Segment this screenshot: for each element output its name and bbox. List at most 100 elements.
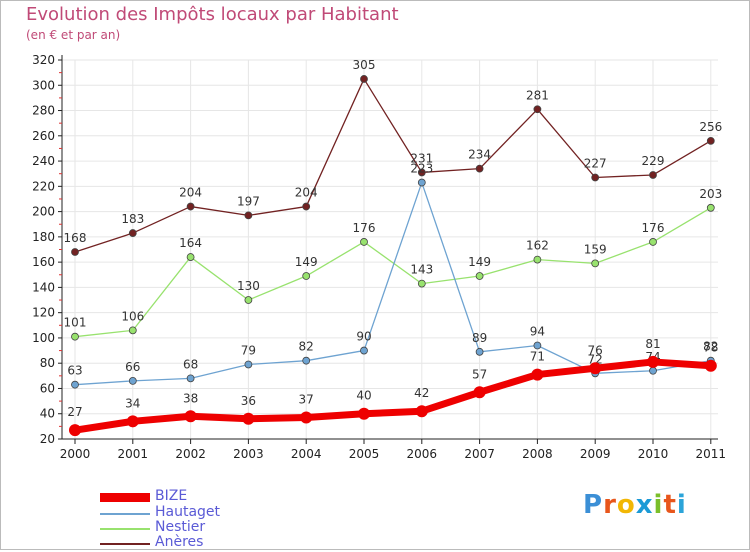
logo-letter: t bbox=[663, 490, 677, 520]
data-point bbox=[591, 259, 600, 268]
data-label: 256 bbox=[699, 120, 722, 134]
y-tick-label: 60 bbox=[40, 381, 55, 395]
data-label: 231 bbox=[410, 151, 433, 165]
x-tick-label: 2006 bbox=[407, 447, 438, 461]
data-label: 203 bbox=[699, 187, 722, 201]
data-point bbox=[128, 229, 137, 237]
data-label: 143 bbox=[410, 263, 433, 277]
data-label: 168 bbox=[64, 231, 87, 245]
logo-letter: i bbox=[676, 490, 687, 520]
data-label: 159 bbox=[584, 242, 607, 256]
data-label: 234 bbox=[468, 148, 491, 162]
data-point bbox=[360, 346, 368, 355]
data-label: 204 bbox=[295, 186, 318, 200]
logo-letter: r bbox=[603, 490, 617, 520]
y-tick-label: 320 bbox=[32, 53, 55, 67]
x-tick-label: 2004 bbox=[291, 447, 322, 461]
data-point bbox=[244, 211, 253, 220]
data-label: 162 bbox=[526, 239, 549, 253]
data-point bbox=[358, 407, 370, 420]
data-label: 66 bbox=[125, 360, 140, 374]
data-label: 68 bbox=[183, 357, 198, 371]
data-point bbox=[533, 255, 542, 264]
data-label: 305 bbox=[353, 58, 376, 72]
x-tick-label: 2001 bbox=[118, 447, 149, 461]
data-point bbox=[649, 171, 657, 179]
x-tick-label: 2002 bbox=[175, 447, 206, 461]
data-label: 176 bbox=[642, 221, 665, 235]
data-label: 76 bbox=[588, 343, 603, 357]
logo-letter: x bbox=[635, 490, 654, 520]
data-point bbox=[360, 238, 368, 246]
logo-letter: o bbox=[616, 490, 636, 520]
y-tick-label: 40 bbox=[40, 407, 55, 421]
y-tick-label: 240 bbox=[32, 154, 55, 168]
x-tick-label: 2000 bbox=[60, 447, 91, 461]
data-point bbox=[475, 272, 484, 280]
data-point bbox=[186, 253, 195, 261]
data-point bbox=[706, 203, 715, 212]
data-label: 57 bbox=[472, 367, 487, 381]
data-point bbox=[417, 168, 426, 177]
y-tick-label: 200 bbox=[32, 205, 55, 219]
data-label: 223 bbox=[410, 162, 433, 176]
y-tick-label: 260 bbox=[32, 129, 55, 143]
y-tick-label: 120 bbox=[32, 306, 55, 320]
data-label: 82 bbox=[299, 340, 314, 354]
data-point bbox=[417, 279, 426, 288]
x-tick-label: 2010 bbox=[638, 447, 669, 461]
data-label: 164 bbox=[179, 236, 202, 250]
legend-label-aneres: Anères bbox=[155, 534, 204, 550]
x-tick-label: 2005 bbox=[349, 447, 380, 461]
data-label: 37 bbox=[299, 393, 314, 407]
data-point bbox=[126, 415, 139, 428]
data-point bbox=[475, 347, 484, 356]
data-label: 90 bbox=[356, 330, 371, 344]
y-tick-label: 100 bbox=[32, 331, 55, 345]
data-point bbox=[704, 359, 717, 372]
data-label: 149 bbox=[468, 255, 491, 269]
data-point bbox=[242, 412, 255, 425]
x-tick-label: 2009 bbox=[580, 447, 611, 461]
data-point bbox=[533, 105, 542, 114]
data-label: 130 bbox=[237, 279, 260, 293]
data-point bbox=[186, 202, 195, 211]
data-label: 229 bbox=[642, 154, 665, 168]
data-label: 94 bbox=[530, 325, 545, 339]
data-point bbox=[186, 374, 195, 383]
data-label: 71 bbox=[530, 350, 545, 364]
y-tick-label: 180 bbox=[32, 230, 55, 244]
data-label: 106 bbox=[121, 309, 144, 323]
y-tick-label: 220 bbox=[32, 179, 55, 193]
logo-letter: P bbox=[583, 490, 604, 520]
data-label: 36 bbox=[241, 394, 256, 408]
data-point bbox=[706, 136, 715, 145]
data-point bbox=[302, 356, 311, 365]
data-label: 197 bbox=[237, 194, 260, 208]
data-label: 176 bbox=[353, 221, 376, 235]
legend-swatch-hautaget bbox=[100, 513, 150, 515]
data-label: 149 bbox=[295, 255, 318, 269]
x-tick-label: 2003 bbox=[233, 447, 264, 461]
data-label: 27 bbox=[67, 405, 82, 419]
data-point bbox=[128, 376, 137, 385]
data-point bbox=[591, 173, 600, 182]
x-tick-label: 2008 bbox=[522, 447, 553, 461]
data-point bbox=[184, 410, 197, 423]
data-point bbox=[531, 368, 544, 381]
series-line-bize bbox=[71, 358, 715, 434]
data-point bbox=[649, 366, 657, 375]
data-label: 89 bbox=[472, 331, 487, 345]
y-tick-label: 160 bbox=[32, 255, 55, 269]
data-point bbox=[649, 238, 657, 246]
logo-letter: i bbox=[653, 490, 664, 520]
data-point bbox=[71, 380, 79, 389]
x-tick-label: 2007 bbox=[464, 447, 495, 461]
chart-subtitle: (en € et par an) bbox=[26, 28, 121, 42]
legend-swatch-aneres bbox=[100, 543, 150, 545]
data-point bbox=[647, 355, 659, 368]
data-label: 183 bbox=[121, 212, 144, 226]
data-point bbox=[360, 75, 368, 83]
